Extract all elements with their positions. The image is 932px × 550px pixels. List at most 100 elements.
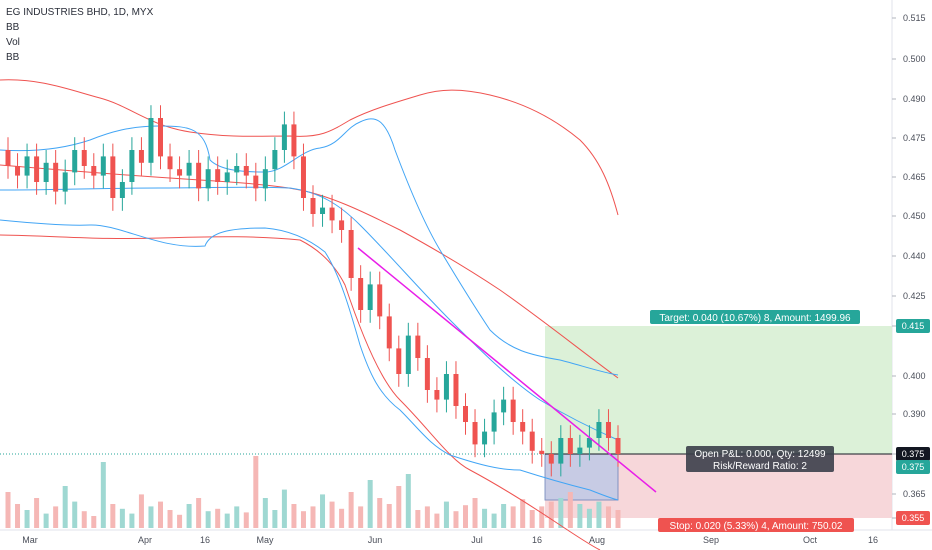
volume-bar — [405, 474, 411, 528]
volume-bar — [586, 508, 592, 528]
volume-bar — [339, 508, 345, 528]
symbol-title: EG INDUSTRIES BHD, 1D, MYX — [6, 7, 154, 18]
candle-body — [310, 198, 316, 214]
price-tick-label: 0.390 — [903, 409, 926, 419]
volume-bar — [472, 498, 478, 528]
bb-inner-upper — [0, 118, 619, 376]
trend-line[interactable] — [357, 247, 657, 493]
volume-bar — [615, 510, 621, 528]
price-tags: 0.415 0.375 0.375 0.355 — [896, 319, 930, 525]
volume-bar — [272, 510, 278, 528]
volume-bars — [5, 456, 621, 528]
indicator-vol[interactable]: Vol — [6, 37, 20, 48]
candle-body — [520, 422, 526, 432]
volume-bar — [177, 514, 183, 528]
price-axis[interactable]: 0.515 0.500 0.490 0.475 0.465 0.450 0.440 0.425… — [892, 13, 926, 523]
candle-body — [586, 438, 592, 448]
volume-bar — [605, 506, 611, 528]
candle-body — [300, 156, 306, 198]
volume-bar — [100, 462, 106, 528]
price-tag-label: 0.375 — [902, 449, 925, 459]
volume-bar — [453, 511, 459, 528]
indicator-bb-1[interactable]: BB — [6, 22, 20, 33]
volume-bar — [300, 511, 306, 528]
volume-bar — [62, 486, 68, 528]
price-tag-label: 0.375 — [902, 462, 925, 472]
volume-bar — [320, 494, 326, 528]
chart-legend: EG INDUSTRIES BHD, 1D, MYX BB Vol BB — [6, 5, 153, 65]
candle-body — [253, 175, 259, 189]
volume-bar — [424, 506, 430, 528]
volume-bar — [110, 504, 116, 528]
volume-bar — [491, 513, 497, 528]
time-tick-label: Apr — [138, 535, 152, 545]
time-tick-label: Jul — [471, 535, 483, 545]
candle-body — [463, 406, 468, 422]
bollinger-bands — [0, 79, 619, 550]
volume-bar — [386, 504, 392, 528]
price-tick-label: 0.465 — [903, 172, 926, 182]
volume-bar — [396, 486, 402, 528]
volume-bar — [443, 501, 449, 528]
time-tick-label: Aug — [589, 535, 605, 545]
volume-bar — [234, 506, 240, 528]
price-tick-label: 0.440 — [903, 251, 926, 261]
pnl-label: Open P&L: 0.000, Qty: 12499 Risk/Reward … — [686, 446, 834, 472]
volume-bar — [501, 504, 507, 528]
indicator-bb-2[interactable]: BB — [6, 52, 20, 63]
entry-box — [544, 453, 619, 501]
time-tick-label: 16 — [532, 535, 542, 545]
candle-body — [510, 399, 516, 422]
candle-body — [358, 278, 364, 310]
price-tag: 0.415 — [896, 319, 930, 333]
volume-bar — [377, 498, 383, 528]
volume-bar — [548, 501, 554, 528]
candle-body — [320, 207, 326, 214]
volume-bar — [148, 506, 154, 528]
price-tick-label: 0.365 — [903, 489, 926, 499]
volume-bar — [367, 480, 373, 528]
bb-inner-lower — [0, 219, 619, 501]
price-tick-label: 0.425 — [903, 291, 926, 301]
candle-body — [434, 390, 440, 400]
candle-body — [415, 335, 421, 358]
candle-body — [100, 156, 106, 176]
volume-bar — [119, 508, 125, 528]
candle-body — [453, 374, 459, 406]
volume-bar — [291, 504, 297, 528]
volume-bar — [5, 492, 11, 528]
time-tick-label: 16 — [200, 535, 210, 545]
bb-outer-lower — [0, 234, 601, 550]
stop-label: Stop: 0.020 (5.33%) 4, Amount: 750.02 — [658, 518, 854, 532]
candle-body — [329, 207, 335, 221]
candle-body — [167, 156, 173, 170]
volume-bar — [596, 501, 602, 528]
volume-bar — [243, 512, 249, 528]
candle-body — [577, 447, 583, 454]
volume-bar — [520, 499, 526, 528]
volume-bar — [34, 498, 40, 528]
volume-bar — [91, 516, 97, 528]
price-tick-label: 0.400 — [903, 371, 926, 381]
volume-bar — [158, 501, 163, 528]
price-tick-label: 0.450 — [903, 211, 926, 221]
volume-bar — [281, 489, 287, 528]
candle-body — [272, 150, 278, 170]
price-tick-label: 0.490 — [903, 94, 926, 104]
candle-body — [472, 422, 478, 445]
volume-bar — [253, 456, 259, 528]
candle-body — [53, 162, 59, 192]
candle-body — [205, 169, 211, 189]
bb-outer-upper — [0, 79, 619, 216]
time-tick-label: Mar — [22, 535, 38, 545]
time-axis[interactable]: Mar Apr 16 May Jun Jul 16 Aug Sep Oct 16 — [22, 535, 878, 545]
candle-body — [129, 150, 135, 182]
volume-bar — [72, 501, 78, 528]
candle-body — [215, 169, 221, 182]
candle-body — [43, 162, 49, 182]
candle-body — [291, 124, 297, 157]
candle-body — [177, 169, 183, 176]
candles — [5, 105, 621, 477]
volume-bar — [224, 513, 230, 528]
